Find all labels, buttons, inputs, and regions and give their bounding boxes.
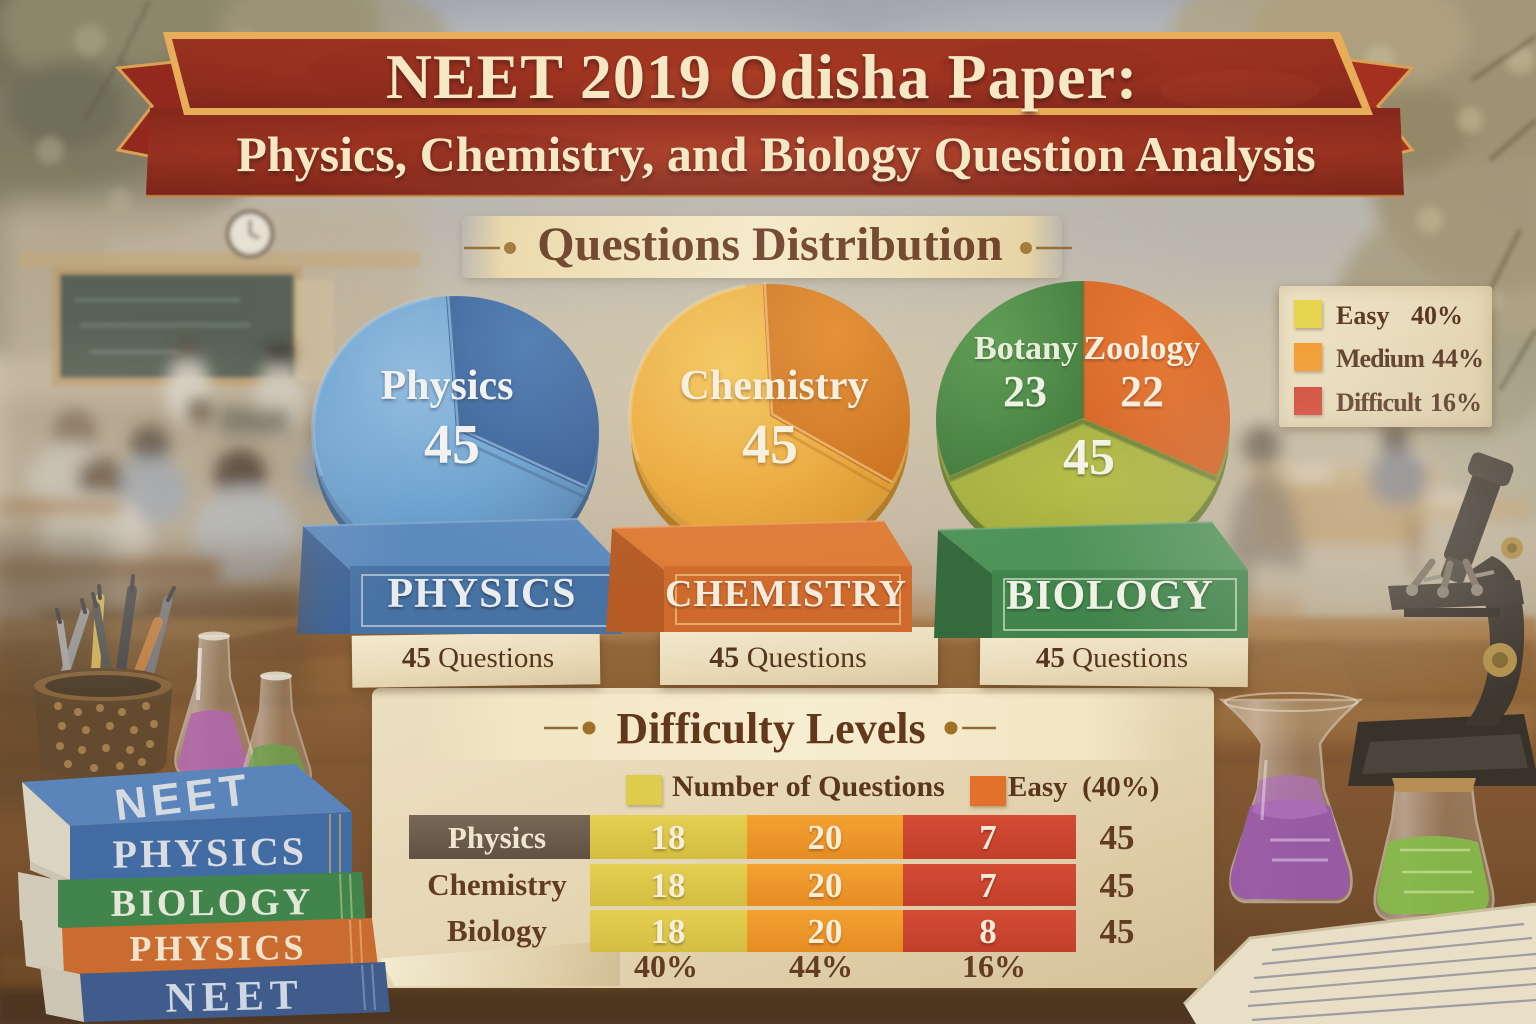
svg-text:PHYSICS: PHYSICS xyxy=(112,828,307,876)
svg-text:PHYSICS: PHYSICS xyxy=(129,927,306,969)
svg-text:BIOLOGY: BIOLOGY xyxy=(110,881,313,925)
svg-text:NEET: NEET xyxy=(165,972,305,1022)
